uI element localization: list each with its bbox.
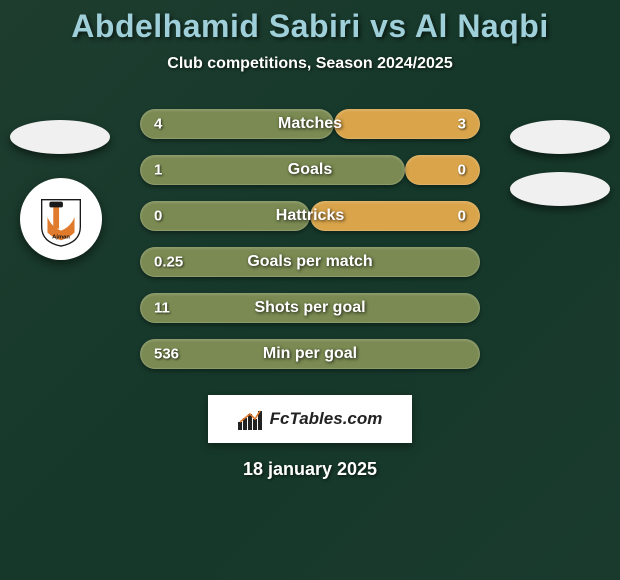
stat-row: 1 0 Goals bbox=[10, 147, 610, 193]
stat-row: 11 Shots per goal bbox=[10, 285, 610, 331]
stat-value-left: 4 bbox=[154, 116, 162, 133]
stat-value-right: 0 bbox=[458, 162, 466, 179]
stat-row: 4 3 Matches bbox=[10, 101, 610, 147]
stat-label: Goals per match bbox=[247, 253, 372, 271]
stat-bar-track: 4 3 Matches bbox=[140, 109, 480, 139]
page-title: Abdelhamid Sabiri vs Al Naqbi bbox=[0, 8, 620, 45]
stat-bar-left bbox=[140, 155, 405, 185]
stat-value-right: 0 bbox=[458, 208, 466, 225]
stat-label: Shots per goal bbox=[254, 299, 365, 317]
stat-bar-track: 536 Min per goal bbox=[140, 339, 480, 369]
stat-value-left: 1 bbox=[154, 162, 162, 179]
branding-box: FcTables.com bbox=[208, 395, 412, 443]
stat-bar-track: 11 Shots per goal bbox=[140, 293, 480, 323]
stat-label: Goals bbox=[288, 161, 332, 179]
stat-value-left: 0.25 bbox=[154, 254, 183, 271]
stat-bar-right bbox=[405, 155, 480, 185]
stat-label: Matches bbox=[278, 115, 342, 133]
subtitle: Club competitions, Season 2024/2025 bbox=[0, 55, 620, 73]
stat-row: 536 Min per goal bbox=[10, 331, 610, 377]
stat-value-left: 11 bbox=[154, 300, 170, 317]
branding-text: FcTables.com bbox=[270, 409, 383, 429]
stat-row: 0.25 Goals per match bbox=[10, 239, 610, 285]
fctables-logo-icon bbox=[238, 408, 264, 430]
stat-row: 0 0 Hattricks bbox=[10, 193, 610, 239]
stat-bar-track: 0.25 Goals per match bbox=[140, 247, 480, 277]
comparison-infographic: Abdelhamid Sabiri vs Al Naqbi Club compe… bbox=[0, 0, 620, 480]
stat-value-right: 3 bbox=[458, 116, 466, 133]
stat-label: Min per goal bbox=[263, 345, 357, 363]
stat-value-left: 0 bbox=[154, 208, 162, 225]
stat-bar-track: 0 0 Hattricks bbox=[140, 201, 480, 231]
date-text: 18 january 2025 bbox=[0, 459, 620, 480]
stat-value-left: 536 bbox=[154, 346, 179, 363]
stat-bar-track: 1 0 Goals bbox=[140, 155, 480, 185]
stats-chart: 4 3 Matches 1 0 Goals 0 0 Hattricks 0.25 Goals per… bbox=[0, 101, 620, 377]
stat-label: Hattricks bbox=[276, 207, 344, 225]
